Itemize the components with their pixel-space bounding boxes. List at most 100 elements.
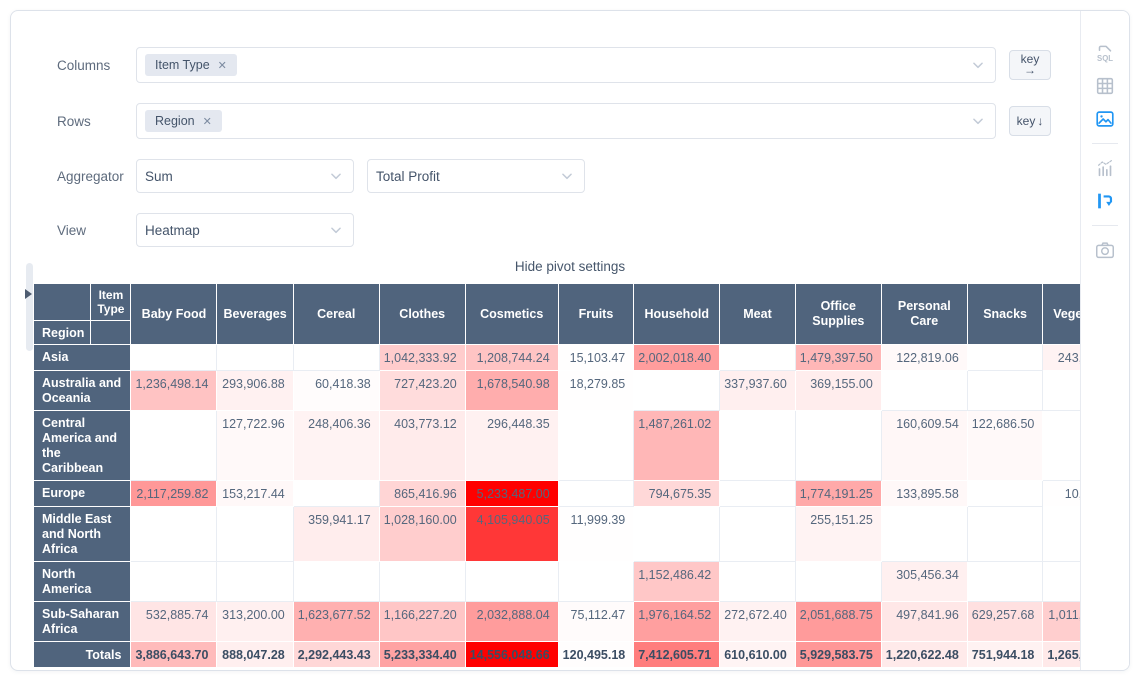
pivot-value-cell — [795, 562, 882, 602]
pivot-value-cell: 497,841.96 — [881, 602, 968, 642]
column-header[interactable]: Household — [634, 284, 721, 345]
row-total-cell: 1,220,622.48 — [881, 642, 968, 668]
column-header[interactable]: Beverages — [217, 284, 294, 345]
pivot-value-cell: 1,976,164.52 — [634, 602, 721, 642]
pivot-value-cell: 1,487,261.02 — [634, 411, 721, 481]
region-row-header[interactable]: North America — [34, 562, 132, 602]
view-label: View — [57, 222, 87, 238]
pivot-editor-card: Columns Item Type ✕ key → Rows Region — [10, 10, 1130, 671]
aggregator-field-select[interactable]: Total Profit — [367, 159, 585, 193]
pivot-value-cell — [131, 411, 218, 481]
pivot-icon[interactable] — [1092, 189, 1118, 213]
region-row-header[interactable]: Central America and the Caribbean — [34, 411, 132, 481]
pivot-value-cell: 1,152,486.42 — [634, 562, 721, 602]
bar-chart-icon[interactable] — [1092, 156, 1118, 180]
pivot-value-cell: 1,236,498.14 — [131, 371, 218, 411]
row-total-cell: 14,556,048.66 — [465, 642, 559, 668]
table-row: North America 1,152,486.42 305,456.34 1,457… — [34, 562, 1130, 602]
rows-label: Rows — [57, 113, 91, 129]
pivot-value-cell: 1,042,333.92 — [379, 345, 466, 371]
pivot-value-cell — [720, 345, 796, 371]
region-row-header[interactable]: Australia and Oceania — [34, 371, 132, 411]
camera-icon[interactable] — [1092, 238, 1118, 262]
totals-column-header: Totals — [1129, 284, 1130, 345]
pivot-value-cell: 255,151.25 — [795, 507, 882, 562]
region-row-header[interactable]: Asia — [34, 345, 132, 371]
pivot-value-cell: 305,456.34 — [881, 562, 968, 602]
column-header[interactable]: Baby Food — [131, 284, 218, 345]
row-total-cell: 11,082,938.63 — [1129, 481, 1130, 507]
rows-row: Rows Region ✕ key ↓ — [57, 103, 1051, 139]
pivot-value-cell: 5,233,487.00 — [465, 481, 559, 507]
pivot-value-cell — [795, 411, 882, 481]
remove-chip-icon[interactable]: ✕ — [217, 59, 227, 72]
chevron-down-icon — [971, 58, 985, 72]
chevron-down-icon — [329, 169, 343, 183]
grand-total-cell: 44,168,198.40 — [1129, 642, 1130, 668]
column-header[interactable]: Clothes — [379, 284, 466, 345]
row-total-cell: 2,292,443.43 — [293, 642, 380, 668]
pivot-value-cell — [217, 345, 294, 371]
sort-rows-key-button[interactable]: key ↓ — [1009, 106, 1051, 136]
pivot-value-cell: 11,999.39 — [558, 507, 635, 562]
pivot-value-cell — [720, 562, 796, 602]
pivot-value-cell: 532,885.74 — [131, 602, 218, 642]
collapse-arrow-icon[interactable] — [25, 289, 32, 299]
sort-columns-key-button[interactable]: key → — [1009, 50, 1051, 80]
corner-cell — [34, 284, 92, 321]
pivot-value-cell: 1,623,677.52 — [293, 602, 380, 642]
aggregator-field-value: Total Profit — [376, 168, 440, 184]
pivot-value-cell: 122,686.50 — [967, 411, 1044, 481]
pivot-value-cell: 865,416.96 — [379, 481, 466, 507]
column-header[interactable]: Office Supplies — [795, 284, 882, 345]
row-total-cell: 1,457,942.76 — [1129, 562, 1130, 602]
view-select[interactable]: Heatmap — [136, 213, 354, 247]
column-header[interactable]: Fruits — [558, 284, 635, 345]
pivot-value-cell — [881, 371, 968, 411]
region-row-header[interactable]: Middle East and North Africa — [34, 507, 132, 562]
row-total-cell: 3,886,643.70 — [131, 642, 218, 668]
pivot-value-cell — [558, 562, 635, 602]
arrow-right-icon: → — [1024, 63, 1036, 77]
pivot-value-cell: 127,722.96 — [217, 411, 294, 481]
rows-select[interactable]: Region ✕ — [136, 103, 996, 139]
sql-icon[interactable]: SQL — [1092, 41, 1118, 65]
image-icon[interactable] — [1092, 107, 1118, 131]
row-total-cell: 5,233,334.40 — [379, 642, 466, 668]
panel-scrollbar[interactable] — [26, 263, 33, 351]
column-header[interactable]: Meat — [720, 284, 796, 345]
pivot-value-cell: 2,002,018.40 — [634, 345, 721, 371]
pivot-value-cell — [217, 562, 294, 602]
table-icon[interactable] — [1092, 74, 1118, 98]
table-row: Middle East and North Africa 359,941.17 1,… — [34, 507, 1129, 562]
view-row: View Heatmap — [57, 213, 1051, 247]
arrow-down-icon: ↓ — [1037, 113, 1044, 128]
table-row: Asia 1,042,333.92 1,208,744.24 15,103.47 2,0… — [34, 345, 1129, 371]
pivot-value-cell — [881, 507, 968, 562]
pivot-value-cell: 2,032,888.04 — [465, 602, 559, 642]
aggregator-value: Sum — [145, 168, 173, 184]
pivot-value-cell — [293, 562, 380, 602]
region-row-header[interactable]: Sub-Saharan Africa — [34, 602, 132, 642]
pivot-value-cell: 1,208,744.24 — [465, 345, 559, 371]
pivot-value-cell — [131, 507, 218, 562]
columns-select[interactable]: Item Type ✕ — [136, 47, 996, 83]
pivot-value-cell — [131, 345, 218, 371]
pivot-value-cell — [720, 481, 796, 507]
column-header[interactable]: Cosmetics — [465, 284, 559, 345]
row-total-cell: 5,929,583.75 — [795, 642, 882, 668]
column-header[interactable]: Snacks — [967, 284, 1044, 345]
aggregator-select[interactable]: Sum — [136, 159, 354, 193]
pivot-value-cell: 293,906.88 — [217, 371, 294, 411]
column-header[interactable]: Personal Care — [881, 284, 968, 345]
item-type-chip[interactable]: Item Type ✕ — [145, 54, 237, 76]
region-chip[interactable]: Region ✕ — [145, 110, 222, 132]
pivot-value-cell: 359,941.17 — [293, 507, 380, 562]
remove-chip-icon[interactable]: ✕ — [202, 115, 212, 128]
pivot-value-cell: 1,166,227.20 — [379, 602, 466, 642]
row-total-cell: 610,610.00 — [720, 642, 796, 668]
hide-pivot-settings-link[interactable]: Hide pivot settings — [514, 259, 626, 274]
region-row-header[interactable]: Europe — [34, 481, 132, 507]
pivot-value-cell: 122,819.06 — [881, 345, 968, 371]
column-header[interactable]: Cereal — [293, 284, 380, 345]
